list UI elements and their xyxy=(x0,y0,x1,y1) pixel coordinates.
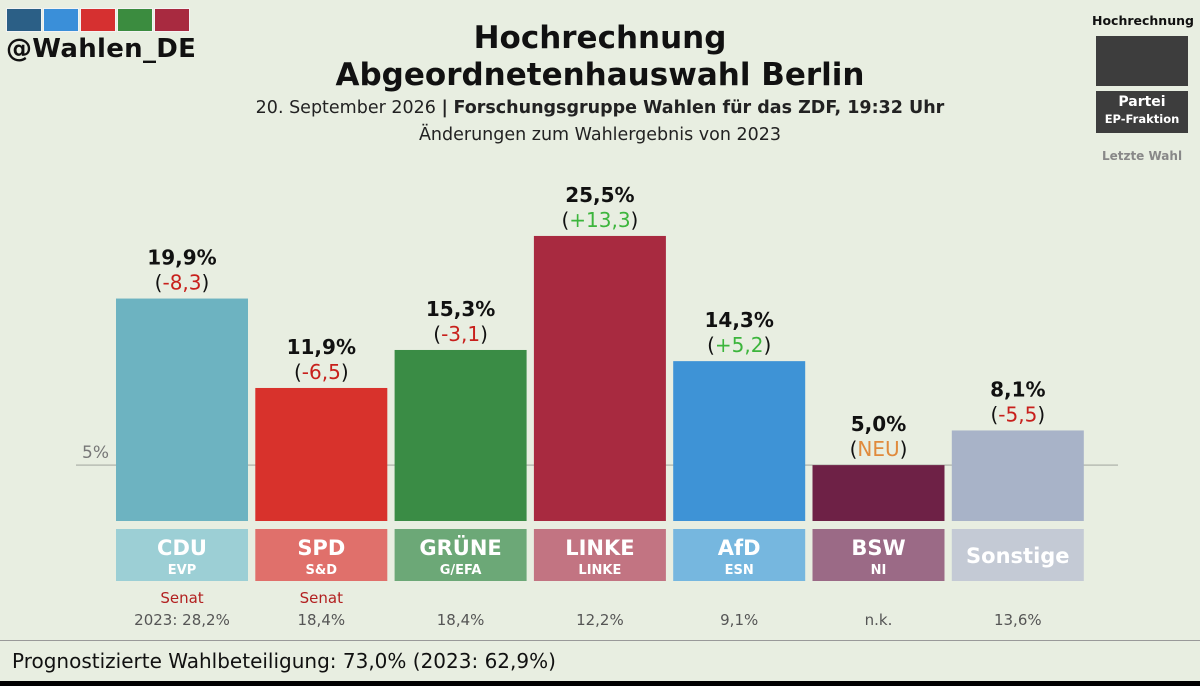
previous-result: 18,4% xyxy=(437,611,485,629)
senat-label: Senat xyxy=(160,589,203,607)
party-label-box xyxy=(812,529,945,581)
party-group: ESN xyxy=(725,563,754,578)
change-label: (-5,5) xyxy=(990,402,1045,426)
value-label: 8,1% xyxy=(990,377,1045,401)
party-label-box xyxy=(533,529,666,581)
change-label: (-8,3) xyxy=(155,271,210,295)
party-color-strip xyxy=(6,8,194,33)
change-label: (+5,2) xyxy=(707,333,771,357)
subtitle-date: 20. September 2026 xyxy=(255,98,436,118)
party-label-box xyxy=(255,529,388,581)
party-name: CDU xyxy=(157,536,207,560)
previous-result: 9,1% xyxy=(720,611,758,629)
chart-title-line1: Hochrechnung xyxy=(473,20,727,56)
bar xyxy=(812,465,945,521)
party-label-box xyxy=(673,529,806,581)
account-handle: @Wahlen_DE xyxy=(6,34,197,64)
previous-result: 12,2% xyxy=(576,611,624,629)
party-name: LINKE xyxy=(565,536,634,560)
party-name: SPD xyxy=(297,536,345,560)
party-label-box xyxy=(951,529,1084,581)
chart-subtitle-changes: Änderungen zum Wahlergebnis von 2023 xyxy=(418,125,782,145)
senat-label: Senat xyxy=(300,589,343,607)
threshold-label: 5% xyxy=(82,443,109,463)
value-label: 15,3% xyxy=(426,297,495,321)
bar xyxy=(394,349,527,521)
party-name: AfD xyxy=(718,536,761,560)
color-swatch xyxy=(43,8,79,32)
color-swatch xyxy=(117,8,153,32)
chart-title-line2: Abgeordnetenhauswahl Berlin xyxy=(335,57,865,93)
previous-result: 13,6% xyxy=(994,611,1042,629)
value-label: 14,3% xyxy=(705,308,774,332)
party-name: Sonstige xyxy=(966,544,1070,568)
chart-subtitle: 20. September 2026 | Forschungsgruppe Wa… xyxy=(0,98,1200,118)
party-label-box xyxy=(394,529,527,581)
legend-group-label: EP-Fraktion xyxy=(1104,112,1180,126)
party-name: BSW xyxy=(851,536,905,560)
subtitle-source: Forschungsgruppe Wahlen für das ZDF, 19:… xyxy=(453,98,945,118)
bar xyxy=(533,235,666,522)
change-label: (+13,3) xyxy=(561,208,638,232)
party-group: G/EFA xyxy=(440,563,482,578)
change-label: (-6,5) xyxy=(294,360,349,384)
subtitle-separator: | xyxy=(441,98,448,118)
legend-party-box: Partei EP-Fraktion xyxy=(1096,91,1188,133)
bar xyxy=(255,387,388,521)
legend-box: Hochrechnung Partei EP-Fraktion Letzte W… xyxy=(1092,8,1194,168)
footer: Prognostizierte Wahlbeteiligung: 73,0% (… xyxy=(0,640,1200,681)
legend-party-label: Partei xyxy=(1118,94,1166,110)
party-group: LINKE xyxy=(578,563,621,578)
bar-chart: 5% 19,9%(-8,3) CDU EVP Senat 2023: 28,2% 11,9%… xyxy=(76,183,1118,629)
party-name: GRÜNE xyxy=(419,535,501,560)
value-label: 19,9% xyxy=(147,246,216,270)
bar xyxy=(673,361,806,521)
color-swatch xyxy=(80,8,116,32)
turnout-text: Prognostizierte Wahlbeteiligung: 73,0% (… xyxy=(12,649,556,673)
legend-bar-swatch xyxy=(1096,36,1188,86)
party-label-box xyxy=(116,529,248,581)
chart-frame: @Wahlen_DE Hochrechnung Abgeordnetenhaus… xyxy=(0,0,1200,640)
previous-result: 18,4% xyxy=(297,611,345,629)
legend-last-election: Letzte Wahl xyxy=(1101,149,1183,163)
value-label: 5,0% xyxy=(851,412,906,436)
value-label: 11,9% xyxy=(287,335,356,359)
value-label: 25,5% xyxy=(565,183,634,207)
color-swatch xyxy=(154,8,190,32)
change-label: (-3,1) xyxy=(433,322,488,346)
previous-result: 2023: 28,2% xyxy=(134,611,230,629)
previous-result: n.k. xyxy=(865,611,893,629)
color-swatch xyxy=(6,8,42,32)
party-group: NI xyxy=(871,563,887,578)
party-group: EVP xyxy=(168,563,196,578)
bar xyxy=(116,298,248,521)
legend-title: Hochrechnung xyxy=(1092,13,1194,28)
change-label: (NEU) xyxy=(850,437,908,461)
party-group: S&D xyxy=(306,563,338,578)
bar xyxy=(951,430,1084,521)
